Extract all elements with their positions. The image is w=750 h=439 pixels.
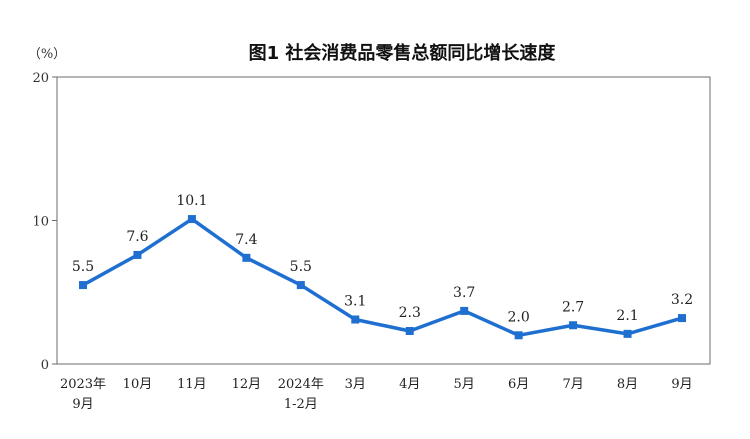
data-point-marker	[460, 306, 469, 315]
x-tick-label: 10月	[123, 377, 153, 392]
plot-frame	[56, 76, 711, 365]
data-label: 5.5	[72, 259, 94, 275]
data-point-marker	[405, 326, 414, 335]
data-label: 3.1	[344, 294, 366, 310]
x-tick-label: 4月	[399, 377, 420, 392]
x-tick-label: 9月	[72, 397, 93, 412]
data-point-marker	[296, 281, 305, 290]
data-point-marker	[569, 321, 578, 330]
chart-title: 图1 社会消费品零售总额同比增长速度	[249, 42, 557, 64]
x-tick-label: 7月	[562, 377, 583, 392]
data-label: 7.6	[126, 229, 148, 245]
data-point-marker	[623, 329, 632, 338]
x-tick-label: 2024年	[278, 377, 324, 392]
data-label: 3.7	[453, 285, 475, 301]
data-label: 2.0	[508, 309, 530, 325]
x-tick-label: 8月	[617, 377, 638, 392]
x-tick-label: 6月	[508, 377, 529, 392]
y-tick-label: 20	[32, 71, 49, 86]
data-label: 2.1	[616, 308, 638, 324]
x-tick-label: 9月	[671, 377, 692, 392]
data-label: 10.1	[176, 193, 207, 209]
data-point-marker	[187, 215, 196, 224]
data-point-marker	[242, 253, 251, 262]
data-point-marker	[79, 281, 87, 290]
data-label: 2.3	[399, 305, 421, 321]
data-point-marker	[514, 331, 523, 340]
data-point-marker	[351, 315, 360, 324]
x-tick-label: 11月	[177, 377, 207, 392]
data-label: 3.2	[671, 292, 693, 308]
data-point-marker	[678, 314, 686, 323]
x-tick-label: 1-2月	[284, 397, 318, 412]
x-tick-label: 2023年	[60, 377, 106, 392]
y-tick-label: 10	[32, 215, 49, 230]
data-point-marker	[133, 250, 142, 259]
series-line	[82, 217, 683, 338]
x-tick-label: 5月	[454, 377, 475, 392]
x-tick-label: 3月	[345, 377, 366, 392]
y-tick-label: 0	[41, 358, 49, 373]
data-label: 5.5	[290, 259, 312, 275]
data-label: 2.7	[562, 299, 584, 315]
y-unit-label: （%）	[28, 47, 66, 62]
data-label: 7.4	[235, 232, 257, 248]
x-tick-label: 12月	[232, 377, 262, 392]
